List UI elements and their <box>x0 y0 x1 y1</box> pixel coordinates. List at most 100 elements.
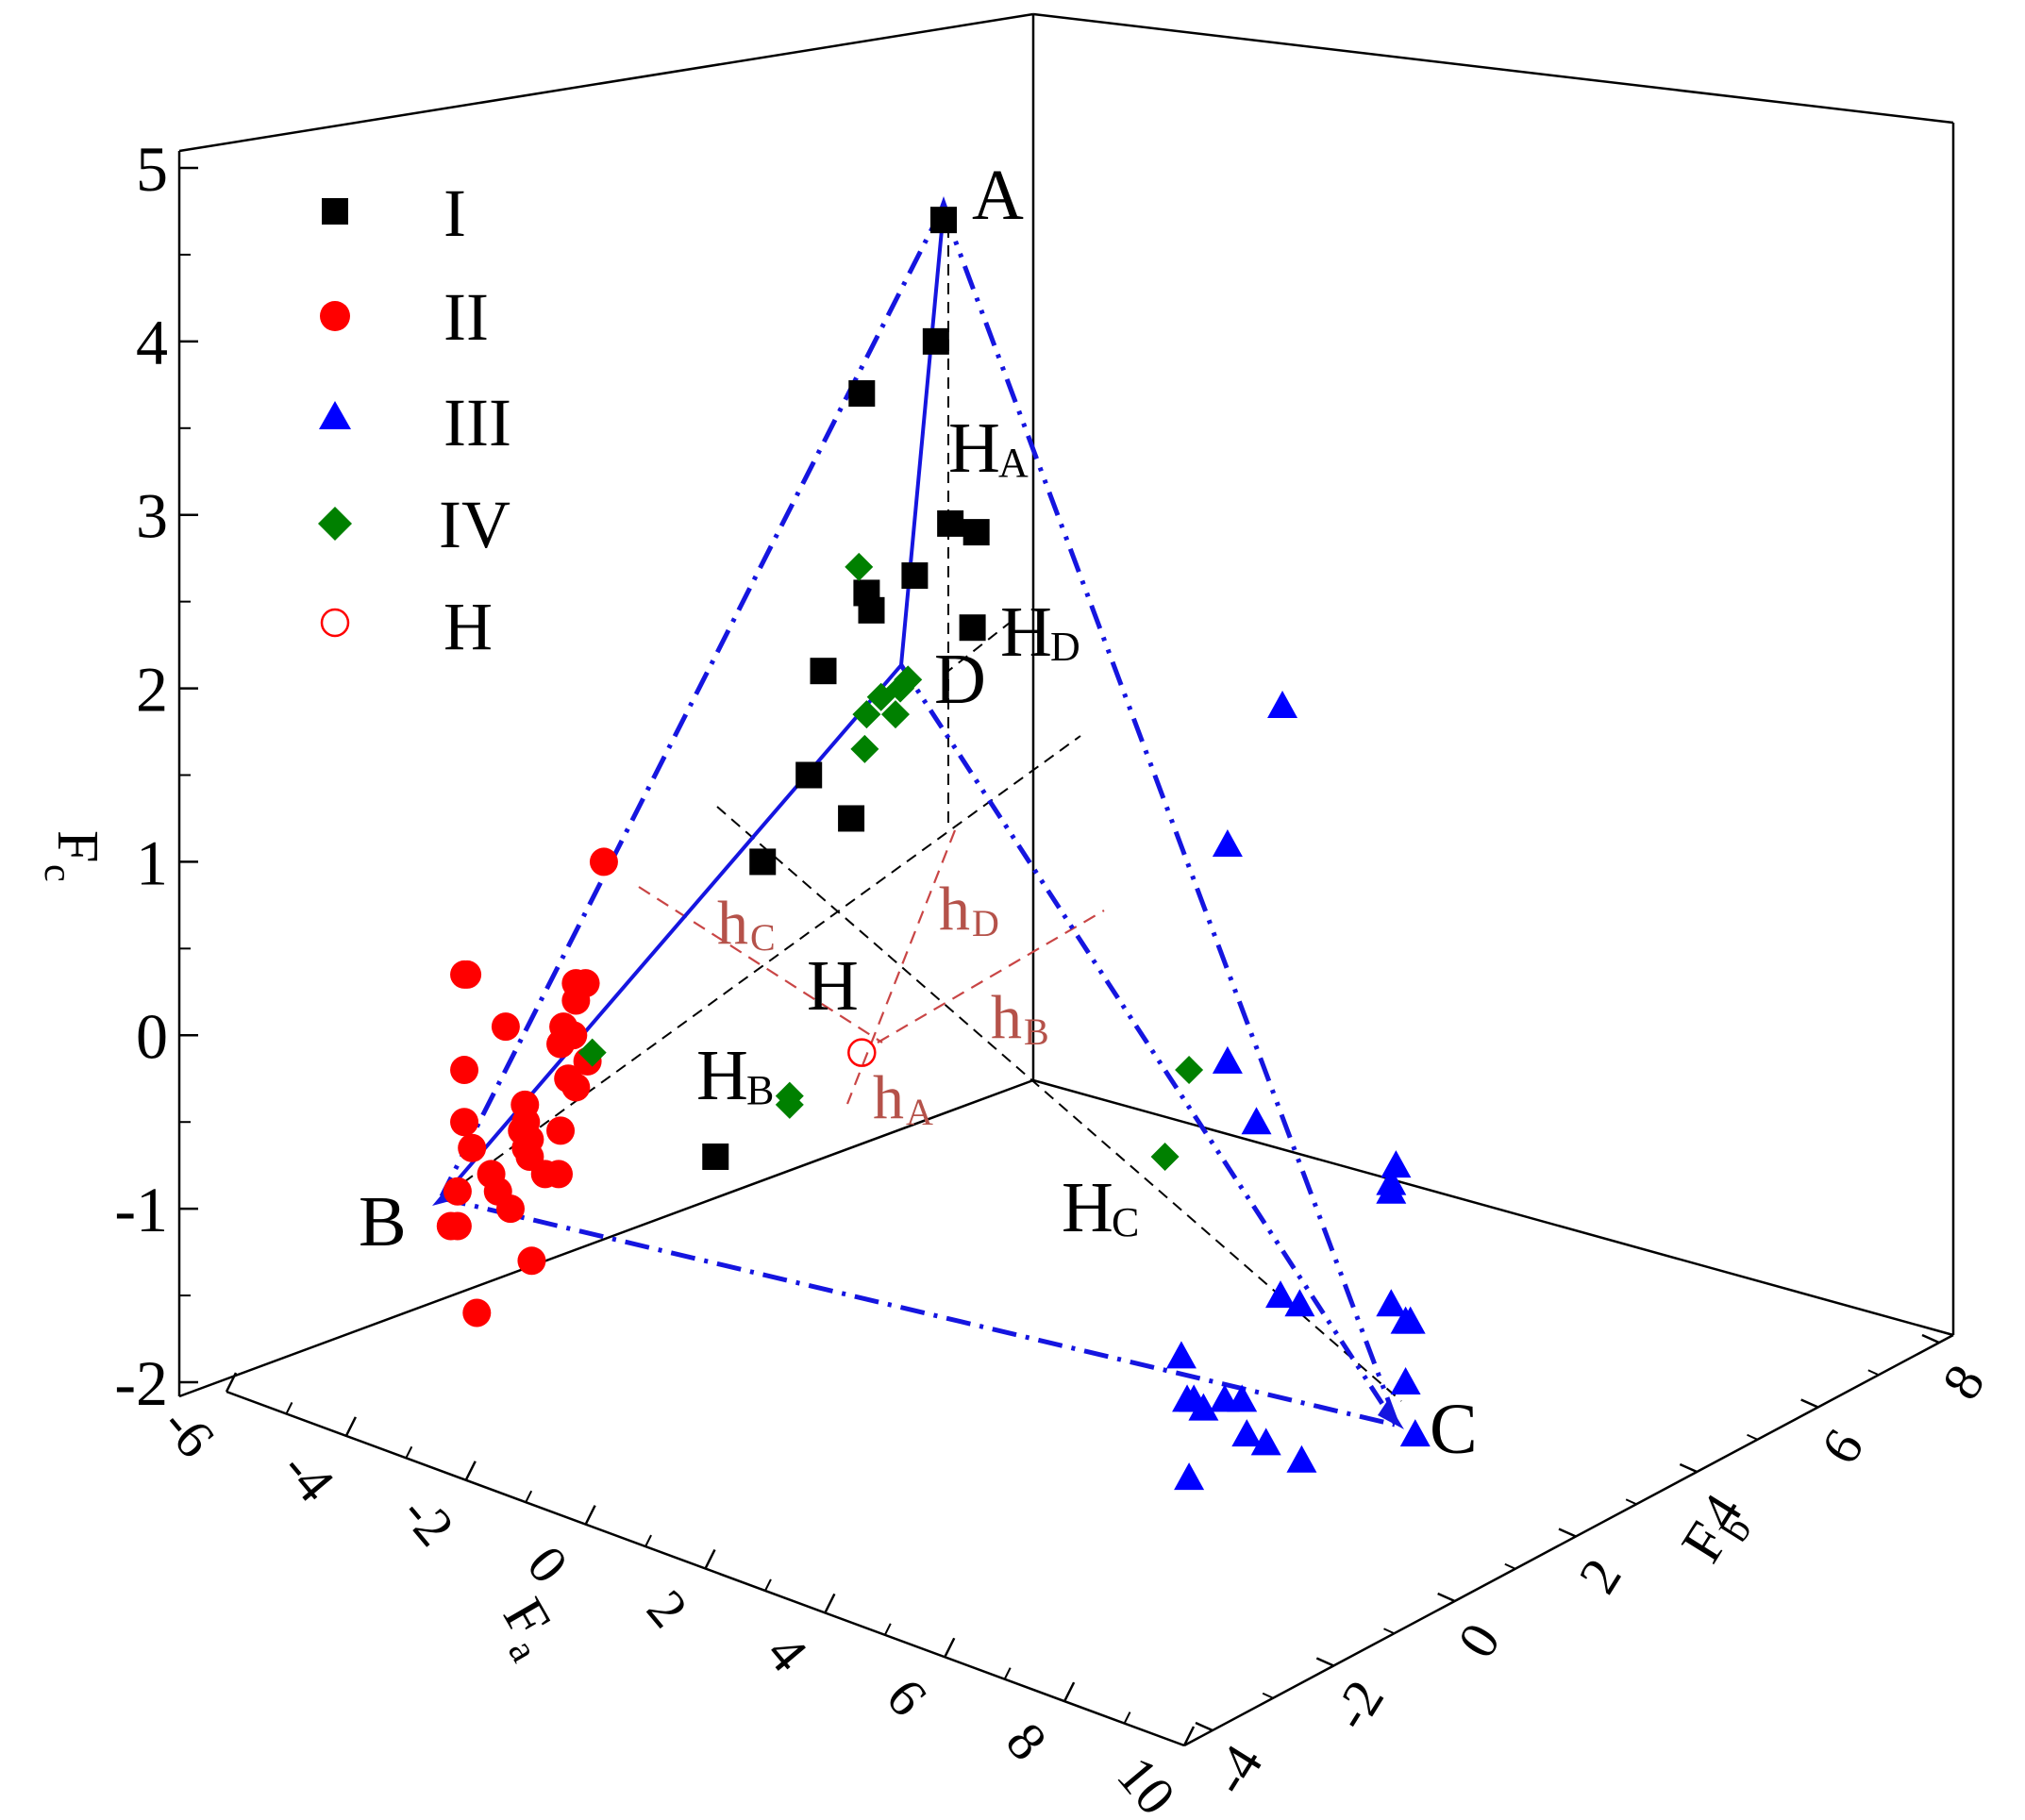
z-tick-label: -1 <box>114 1174 168 1245</box>
y-minor-tick <box>1867 1369 1880 1377</box>
guide-lines <box>447 208 1402 1402</box>
point-ii <box>491 1012 520 1042</box>
point-ii <box>561 986 591 1015</box>
label-dist-ha: h A <box>873 1063 933 1133</box>
y-tick-label: -4 <box>1198 1734 1275 1805</box>
x-axis-title: F a <box>491 1588 562 1670</box>
y-minor-tick <box>1262 1692 1274 1699</box>
y-major-tick <box>1800 1398 1819 1409</box>
foot-labels: H A H B H C H D <box>696 409 1139 1247</box>
point-iii <box>1174 1462 1205 1491</box>
point-iii <box>1376 1176 1407 1204</box>
label-dist-hb-main: h <box>991 983 1022 1052</box>
x-minor-tick <box>764 1578 772 1592</box>
back-wall-top-edge <box>178 12 1034 153</box>
x-tick-label: 4 <box>755 1623 819 1683</box>
right-wall-top-edge <box>1032 12 1954 125</box>
label-ha: H A <box>948 409 1029 488</box>
label-hc-main: H <box>1062 1168 1113 1247</box>
point-iii <box>1284 1289 1315 1317</box>
label-hc-sub: C <box>1112 1199 1139 1245</box>
point-ii <box>450 1056 479 1085</box>
y-tick-label: 6 <box>1809 1419 1875 1475</box>
label-vertex-a: A <box>972 156 1024 235</box>
data-points <box>436 207 1431 1491</box>
point-i <box>901 562 929 590</box>
series-i <box>702 207 990 1170</box>
point-iv <box>845 552 874 581</box>
label-vertex-c: C <box>1430 1390 1478 1469</box>
arrowhead-c <box>1378 1401 1404 1429</box>
point-iv <box>577 1038 607 1067</box>
edge-a-b <box>439 208 945 1198</box>
x-minor-tick <box>1003 1667 1012 1680</box>
x-minor-tick <box>883 1623 892 1636</box>
point-iii <box>1395 1306 1426 1334</box>
z-axis-ticks: -2 -1 0 1 2 3 4 5 <box>114 133 198 1419</box>
point-h <box>847 1038 877 1067</box>
legend-marker-ii <box>320 301 350 331</box>
edge-b-c <box>441 1195 1396 1428</box>
floor-back-left-edge <box>178 1078 1034 1398</box>
point-i <box>959 614 986 642</box>
label-dist-hc: h C <box>717 889 776 959</box>
x-major-tick <box>944 1637 956 1658</box>
series-h <box>847 1038 877 1067</box>
x-major-tick <box>1063 1681 1076 1702</box>
point-ii <box>517 1246 546 1276</box>
point-iv <box>1150 1142 1180 1171</box>
y-major-tick <box>1558 1528 1577 1538</box>
label-dist-hb-sub: B <box>1024 1010 1049 1053</box>
point-i <box>962 519 990 546</box>
point-i <box>810 658 837 685</box>
z-axis-title-main: F <box>45 830 109 862</box>
x-major-tick <box>824 1593 836 1613</box>
point-i <box>848 380 876 408</box>
y-minor-tick <box>1747 1433 1758 1441</box>
x-minor-tick <box>285 1401 293 1414</box>
x-tick-label: 6 <box>875 1667 939 1728</box>
label-dist-hc-main: h <box>717 889 748 958</box>
label-hd-main: H <box>1000 593 1052 672</box>
z-axis-title-sub: c <box>36 864 79 882</box>
point-iv <box>1175 1056 1204 1085</box>
edge-a-d <box>899 209 946 666</box>
label-dist-hb: h B <box>991 983 1049 1053</box>
legend-marker-i <box>322 198 348 225</box>
point-iii <box>1212 1045 1243 1074</box>
label-dist-ha-main: h <box>873 1063 904 1132</box>
x-tick-label: -4 <box>270 1439 346 1513</box>
vertex-labels: A B C D H <box>359 156 1478 1469</box>
point-iii <box>1188 1393 1219 1421</box>
point-iv <box>850 734 879 763</box>
point-iii <box>1376 1289 1407 1317</box>
guide-b-face <box>447 735 1081 1194</box>
point-iii <box>1227 1384 1258 1412</box>
legend-label-iii: III <box>443 385 511 460</box>
point-i <box>937 509 964 537</box>
point-iii <box>1286 1444 1317 1473</box>
hc-line <box>638 886 883 1044</box>
point-ii <box>462 1298 492 1327</box>
label-point-h: H <box>807 946 859 1026</box>
point-ii <box>458 1133 487 1162</box>
z-tick-label: 1 <box>136 827 168 898</box>
edge-b-d <box>442 663 903 1198</box>
point-ii <box>561 1073 591 1102</box>
point-iii <box>1390 1367 1421 1394</box>
x-major-tick <box>1182 1726 1196 1746</box>
point-iii <box>1267 690 1298 718</box>
point-iii <box>1399 1419 1431 1447</box>
point-iii <box>1265 1280 1296 1309</box>
series-iii <box>1165 690 1431 1491</box>
y-tick-label: -2 <box>1319 1669 1396 1740</box>
z-tick-label: 4 <box>136 307 168 378</box>
y-major-tick <box>1315 1657 1334 1667</box>
legend-marker-h <box>320 608 350 638</box>
x-minor-tick <box>1123 1711 1131 1725</box>
label-vertex-b: B <box>359 1182 407 1261</box>
point-ii <box>443 1211 472 1241</box>
y-major-tick <box>1921 1333 1940 1344</box>
y-tick-label: 0 <box>1446 1612 1512 1668</box>
